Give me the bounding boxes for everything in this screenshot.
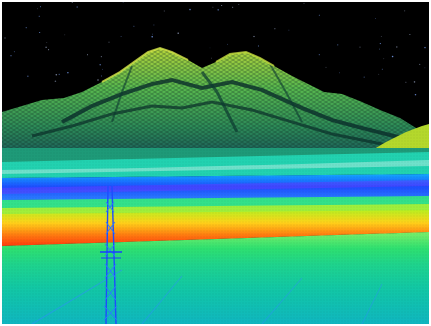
transmission-tower [100,185,122,324]
point-cloud-scene [2,2,429,324]
near-terrain [2,2,429,324]
